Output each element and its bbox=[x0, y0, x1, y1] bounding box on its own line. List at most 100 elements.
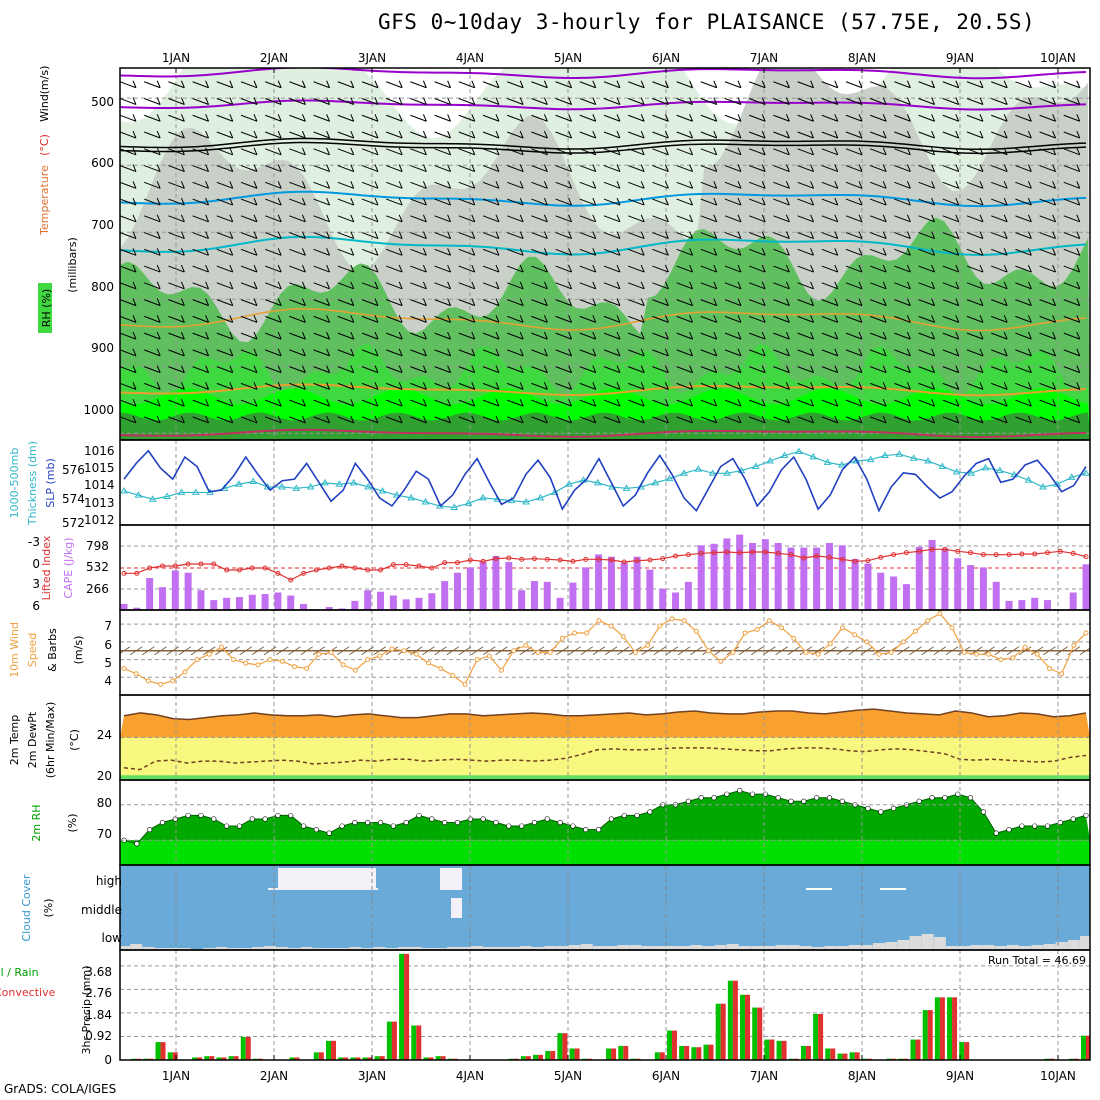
lifted-index-point bbox=[903, 550, 909, 556]
wind-barb bbox=[555, 181, 573, 189]
precip-conv-bar bbox=[416, 1025, 422, 1060]
wind-barb bbox=[749, 147, 766, 156]
lifted-index-label: Lifted Index bbox=[40, 535, 53, 600]
wind-barb bbox=[797, 181, 815, 189]
wind-speed-point bbox=[170, 678, 176, 684]
wind-barb bbox=[966, 248, 984, 256]
wind-barb bbox=[845, 264, 863, 273]
wind-barb bbox=[1015, 365, 1032, 374]
cape-bar bbox=[890, 576, 898, 610]
precip-conv-bar bbox=[964, 1042, 970, 1060]
bottom-day-label-3: 4JAN bbox=[456, 1069, 484, 1083]
cape-bar bbox=[210, 600, 218, 610]
wind-barb bbox=[991, 398, 1008, 407]
rh-point bbox=[839, 798, 845, 804]
lifted-index-point bbox=[891, 552, 897, 558]
wind-barb bbox=[1015, 231, 1032, 240]
wind-barb bbox=[676, 130, 694, 139]
cape-bar bbox=[954, 558, 962, 610]
wind-barb bbox=[482, 214, 500, 223]
wind-barb bbox=[144, 264, 161, 273]
wind-barb bbox=[797, 248, 815, 256]
cape-bar bbox=[1018, 600, 1026, 610]
wind-barb bbox=[120, 231, 137, 240]
precip-conv-bar bbox=[197, 1057, 203, 1060]
rh-point bbox=[249, 816, 255, 822]
wind-barb bbox=[700, 398, 718, 407]
lifted-index-point bbox=[313, 567, 319, 573]
wind-barb bbox=[894, 164, 911, 173]
wind-barb bbox=[652, 348, 669, 357]
low-cloud-bar bbox=[897, 940, 910, 950]
cape-bar bbox=[569, 582, 577, 610]
wind-barb bbox=[216, 298, 234, 307]
precip-total-bar bbox=[618, 1045, 624, 1060]
wind-barb bbox=[168, 248, 185, 256]
wind-barb bbox=[1039, 348, 1057, 357]
wind-barb bbox=[918, 398, 936, 407]
li-tick-3: 3 bbox=[32, 577, 40, 591]
surface-wind-barb bbox=[775, 646, 788, 656]
rh-point bbox=[288, 812, 294, 819]
low-cloud-bar bbox=[264, 946, 277, 950]
wind-barb bbox=[240, 331, 258, 340]
wind-barb bbox=[1015, 264, 1032, 273]
wind-barb bbox=[386, 164, 403, 173]
wind-barb bbox=[894, 231, 911, 240]
wind-barb bbox=[991, 348, 1008, 357]
rh-line bbox=[123, 790, 1087, 845]
wind-barb bbox=[628, 80, 645, 89]
wind-barb bbox=[991, 197, 1008, 206]
wind-barb bbox=[870, 331, 887, 340]
rh-point bbox=[365, 819, 371, 826]
cape-bar bbox=[248, 594, 256, 610]
wind-barb bbox=[724, 114, 742, 122]
thickness-point bbox=[565, 480, 573, 487]
low-cloud-bar bbox=[763, 946, 776, 950]
wind-barb bbox=[1015, 114, 1032, 122]
wind-barb bbox=[918, 248, 936, 256]
low-cloud-bar bbox=[178, 948, 191, 950]
thickness-point bbox=[1039, 482, 1047, 490]
thickness-point bbox=[895, 450, 904, 457]
wind-barb bbox=[555, 197, 573, 206]
wind-barb bbox=[313, 331, 331, 340]
wind-barb bbox=[773, 264, 790, 273]
wind-barb bbox=[313, 130, 331, 139]
wind-barb bbox=[434, 164, 452, 173]
thickness-point bbox=[321, 478, 329, 486]
surface-wind-barb bbox=[495, 646, 508, 656]
wind-barb bbox=[216, 248, 234, 256]
wind-barb bbox=[628, 298, 645, 307]
wind-barb bbox=[894, 248, 911, 256]
wind-barb bbox=[482, 231, 500, 240]
wind-barb bbox=[724, 348, 742, 357]
wind-barb bbox=[845, 398, 863, 407]
precip-total-bar bbox=[776, 1040, 782, 1060]
wind-barb bbox=[361, 315, 379, 323]
wind-barb bbox=[797, 398, 815, 407]
lifted-index-point bbox=[685, 552, 691, 558]
wind-barb bbox=[386, 197, 403, 206]
wind-barbs bbox=[120, 80, 1081, 424]
thickness-point bbox=[249, 477, 258, 484]
wind-barb bbox=[676, 248, 694, 256]
wind-barb bbox=[555, 315, 573, 323]
wind-barb bbox=[337, 315, 355, 323]
wind-barb bbox=[991, 181, 1008, 189]
wind-barb bbox=[1015, 398, 1032, 407]
wind-barb bbox=[870, 348, 887, 357]
rh-point bbox=[826, 795, 833, 801]
rh-band-low bbox=[120, 412, 1090, 440]
low-cloud-bar bbox=[1055, 942, 1068, 950]
surface-wind-barb bbox=[239, 646, 253, 656]
cape-bar bbox=[813, 547, 821, 610]
wind-barb bbox=[144, 398, 161, 407]
wind-speed-point bbox=[572, 630, 578, 636]
wind-speed-point bbox=[815, 651, 821, 657]
wind-barb bbox=[337, 164, 355, 173]
wind-barb bbox=[240, 315, 258, 323]
surface-wind-barb bbox=[154, 646, 167, 656]
wind-barb bbox=[676, 398, 694, 407]
lifted-index-point bbox=[1083, 554, 1089, 560]
